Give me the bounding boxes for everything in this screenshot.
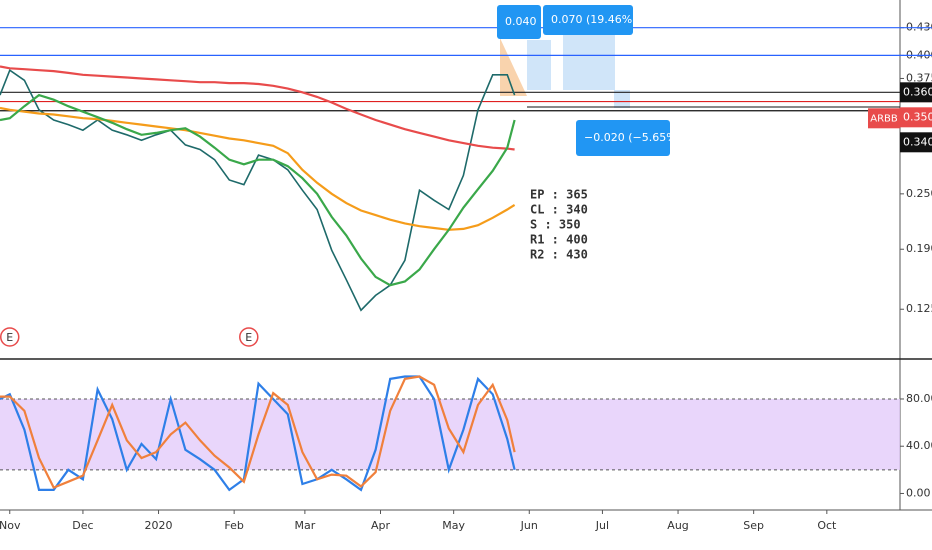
y-tick-label: 0.190: [906, 242, 932, 255]
annotation: R2 : 430: [530, 248, 588, 262]
x-tick-label: Feb: [224, 519, 243, 532]
annotation: S : 350: [530, 218, 581, 232]
y-tick-label: 40.00: [906, 439, 932, 452]
symbol-tag-box: [868, 108, 900, 129]
x-tick-label: Aug: [667, 519, 688, 532]
stoch-band: [0, 398, 900, 470]
event-marker: [0, 327, 20, 347]
event-label: E: [6, 331, 13, 344]
annotation: R1 : 400: [530, 233, 588, 247]
y-tick-label: 0.125: [906, 302, 932, 315]
x-tick-label: Apr: [371, 519, 391, 532]
triangle-drawing: [500, 38, 527, 96]
x-tick-label: Mar: [294, 519, 315, 532]
price-label: 0.340: [903, 135, 932, 148]
x-tick-label: May: [442, 519, 465, 532]
y-tick-label: 80.00: [906, 392, 932, 405]
x-tick-label: Jul: [595, 519, 609, 532]
x-tick-label: Sep: [743, 519, 764, 532]
annotation: EP : 365: [530, 188, 588, 202]
ruler-area: [563, 30, 615, 90]
symbol-tag: ARBB: [870, 113, 898, 124]
series-line: [0, 375, 516, 492]
measure-box: [576, 120, 670, 156]
ruler-area: [527, 40, 551, 90]
event-marker: [239, 327, 259, 347]
price-label: 0.350: [903, 110, 932, 123]
measure-label: −0.020 (−5.65%) −4: [584, 131, 701, 144]
x-tick-label: Oct: [817, 519, 837, 532]
annotation: CL : 340: [530, 203, 588, 217]
x-tick-label: Jun: [520, 519, 538, 532]
event-label: E: [245, 331, 252, 344]
measure-box: [543, 5, 633, 35]
series-line: [0, 93, 516, 287]
x-tick-label: 2020: [145, 519, 173, 532]
ruler-area: [614, 90, 630, 108]
measure-box: [497, 5, 541, 39]
measure-label: 0.070 (19.46%) 14: [551, 13, 654, 26]
price-label-box: [900, 107, 932, 128]
y-tick-label: 0.375: [906, 71, 932, 84]
price-label: 0.360: [903, 85, 932, 98]
y-tick-label: 0.00: [906, 486, 931, 499]
series-line: [0, 68, 516, 312]
series-line: [0, 375, 516, 490]
x-tick-label: Dec: [72, 519, 93, 532]
series-line: [0, 65, 515, 151]
y-tick-label: 0.250: [906, 187, 932, 200]
price-label-box: [900, 132, 932, 153]
price-label-box: [900, 82, 932, 103]
series-line: [0, 106, 516, 231]
x-tick-label: Nov: [0, 519, 21, 532]
